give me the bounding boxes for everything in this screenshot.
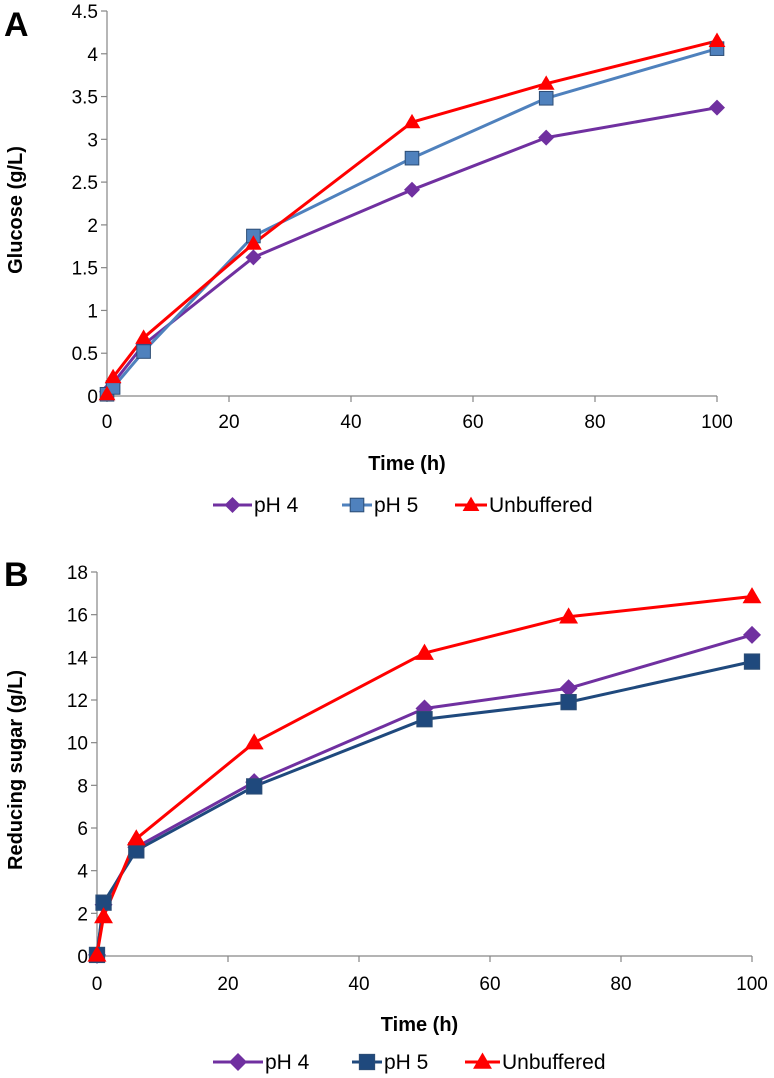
data-point [538,90,554,106]
series-line-3 [105,39,718,395]
x-tick-label: 20 [217,974,238,995]
series-group [87,587,762,964]
y-tick-label: 3 [87,130,98,151]
data-point [245,249,262,266]
y-tick-label: 6 [77,819,88,840]
data-point [742,587,762,604]
y-tick-label: 1 [87,301,98,322]
data-point [403,113,421,129]
y-tick-label: 0 [77,947,88,968]
data-point [244,733,264,750]
y-tick-label: 0.5 [72,344,98,365]
data-point [404,150,420,166]
y-tick-label: 16 [67,606,88,627]
y-tick-label: 0 [87,387,98,408]
data-point [537,75,555,90]
legend-label: pH 4 [265,1051,310,1074]
data-point [415,643,434,660]
y-tick-label: 2 [77,904,88,925]
data-point [709,99,725,116]
legend-marker [229,1053,247,1071]
x-axis-title: Time (h) [381,1014,458,1036]
y-tick-label: 18 [67,563,88,584]
data-point [104,368,122,384]
data-point [87,945,107,962]
panel-label: B [4,556,29,594]
x-ticks: 0 20 40 60 80 100 [92,956,768,995]
series-line-2 [105,47,718,396]
legend-marker [358,1053,376,1071]
legend-marker [473,1052,492,1069]
x-tick-label: 20 [218,412,239,433]
data-point [94,907,113,924]
legend: pH 4 pH 5 Unbuffered [213,1051,606,1074]
data-point [559,679,578,698]
x-tick-label: 80 [584,412,605,433]
data-point [743,653,761,670]
legend-marker [224,497,241,513]
x-ticks: 0 20 40 60 80 100 [102,396,733,433]
y-tick-label: 1.5 [72,259,98,280]
x-tick-label: 0 [102,412,113,433]
y-tick-label: 3.5 [72,88,98,109]
y-tick-label: 4 [87,45,98,66]
y-axis-title: Glucose (g/L) [5,146,27,274]
y-tick-label: 12 [67,691,88,712]
y-tick-label: 14 [67,648,89,669]
y-ticks: 0 2 4 6 8 10 12 14 16 18 [67,563,97,968]
series-group [98,32,726,402]
legend-marker [349,497,365,513]
legend-label: pH 5 [384,1051,428,1074]
x-tick-label: 0 [92,974,103,995]
data-point [708,32,726,47]
y-tick-label: 2 [87,216,98,237]
legend-label: Unbuffered [489,494,593,517]
x-tick-label: 100 [701,412,733,433]
x-axis-title: Time (h) [368,453,445,475]
data-point [416,711,433,728]
chart-panel-a: A 0 0.5 1 1.5 2 2.5 3 3.5 4 4.5 0 20 40 60 80 100 Time… [4,2,733,517]
legend-label: Unbuffered [502,1051,606,1074]
y-tick-label: 4.5 [72,2,98,23]
legend: pH 4 pH 5 Unbuffered [213,494,593,517]
legend-label: pH 4 [254,494,299,517]
y-tick-label: 8 [77,776,88,797]
data-point [135,329,152,344]
data-point [743,625,761,644]
data-point [245,235,262,250]
data-point [126,829,146,846]
x-tick-label: 100 [736,974,768,995]
legend-marker [462,496,480,511]
y-ticks: 0 0.5 1 1.5 2 2.5 3 3.5 4 4.5 [72,2,107,408]
series-line-1 [105,106,718,393]
x-tick-label: 40 [340,412,361,433]
data-point [404,181,420,198]
data-point [559,607,579,624]
y-axis-title: Reducing sugar (g/L) [5,670,27,870]
data-point [560,693,577,711]
data-point [98,385,116,401]
data-point [246,778,263,795]
x-tick-label: 80 [610,974,631,995]
panel-label: A [4,6,29,44]
x-tick-label: 40 [348,974,369,995]
x-tick-label: 60 [479,974,500,995]
legend-label: pH 5 [374,494,418,517]
data-point [136,344,151,359]
x-tick-label: 60 [462,412,483,433]
y-tick-label: 10 [67,734,88,755]
data-point [538,129,555,146]
y-tick-label: 4 [77,862,88,883]
y-tick-label: 2.5 [72,173,98,194]
